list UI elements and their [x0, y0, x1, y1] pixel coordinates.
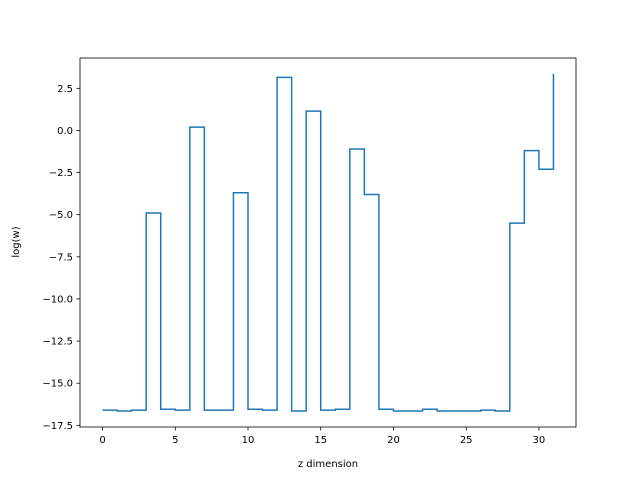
y-tick-label: −10.0: [42, 294, 73, 305]
x-tick-label: 5: [172, 435, 178, 446]
y-axis-label: log(w): [11, 226, 22, 257]
x-tick-label: 0: [99, 435, 105, 446]
x-tick-label: 15: [314, 435, 327, 446]
y-tick-label: −12.5: [42, 337, 73, 348]
y-tick-label: −17.5: [42, 421, 73, 432]
y-tick-label: −15.0: [42, 379, 73, 390]
x-axis-label: z dimension: [298, 459, 358, 470]
axes-frame: [79, 57, 577, 428]
y-axis-ticks: 2.5 0.0 −2.5 −5.0 −7.5 −10.0 −12.5 −15.0 −17.5: [42, 84, 80, 432]
series-line-0: [102, 74, 555, 412]
x-tick-label: 30: [533, 435, 546, 446]
y-tick-label: 0.0: [57, 126, 73, 137]
x-tick-label: 10: [242, 435, 255, 446]
y-tick-label: −7.5: [49, 252, 73, 263]
x-tick-label: 25: [460, 435, 473, 446]
plot-area: [79, 57, 577, 428]
y-tick-label: 2.5: [57, 84, 73, 95]
x-tick-label: 20: [387, 435, 400, 446]
y-tick-label: −5.0: [49, 210, 73, 221]
y-tick-label: −2.5: [49, 168, 73, 179]
x-axis-ticks: 0 5 10 15 20 25 30: [99, 427, 545, 446]
